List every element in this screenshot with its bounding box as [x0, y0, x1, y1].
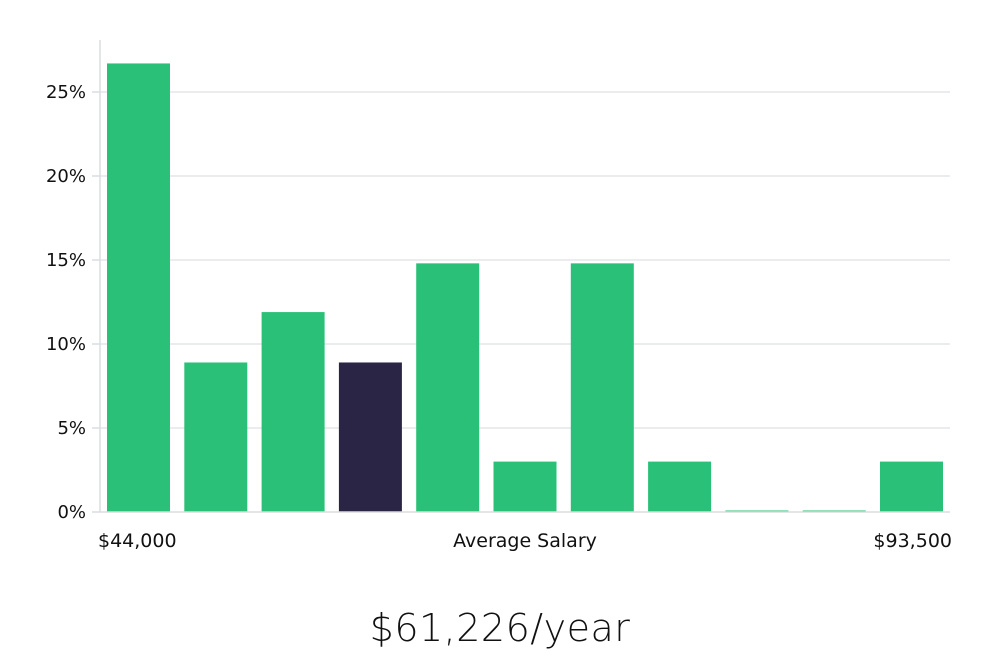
y-tick-label: 25% [46, 82, 86, 103]
x-axis-title: Average Salary [453, 530, 597, 552]
axis-layer: 0% 5% 10% 15% 20% 25% [46, 40, 950, 523]
bar [107, 63, 170, 512]
bar [570, 263, 634, 512]
chart-svg: 0% 5% 10% 15% 20% 25% $44,000 Average Salary … [46, 40, 952, 552]
y-tick-label: 15% [46, 250, 86, 271]
bar [416, 263, 480, 512]
y-tick-label: 10% [46, 334, 86, 355]
grid-layer [100, 91, 950, 429]
y-tick-label: 0% [57, 502, 86, 523]
y-tick-label: 5% [57, 418, 86, 439]
bar [184, 362, 248, 512]
y-tick-label: 20% [46, 166, 86, 187]
x-axis-max-label: $93,500 [873, 530, 952, 552]
x-axis-min-label: $44,000 [98, 530, 177, 552]
bars-layer [107, 63, 943, 512]
bar [261, 312, 325, 512]
bar [493, 461, 557, 512]
labels-layer: $44,000 Average Salary $93,500 [98, 530, 952, 552]
bar-highlighted [338, 362, 402, 512]
bar [880, 461, 943, 512]
bar [648, 461, 712, 512]
average-salary-value: $61,226/year [369, 606, 631, 650]
